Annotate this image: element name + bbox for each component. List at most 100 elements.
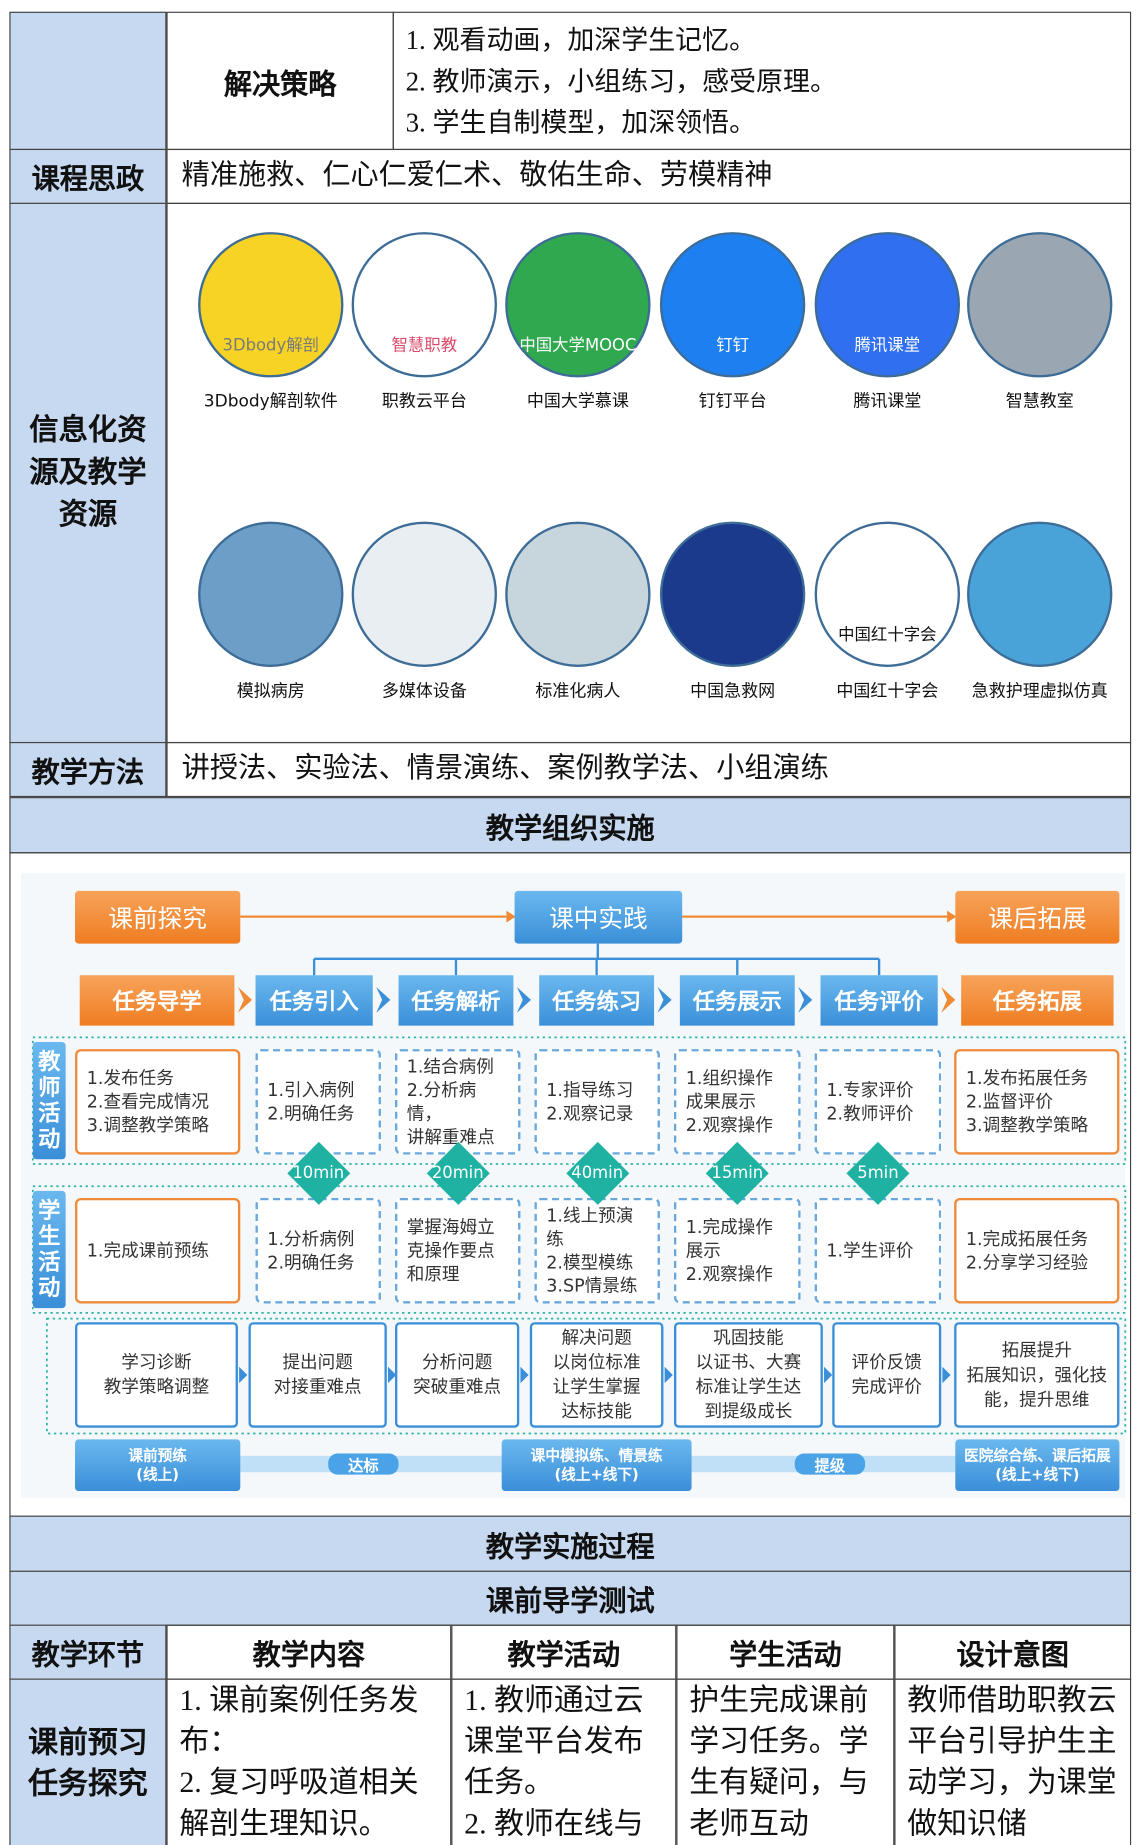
icon-text: 3Dbody解剖 (222, 336, 320, 356)
chevron (942, 1366, 951, 1384)
icon-text: 腾讯课堂 (854, 336, 921, 356)
resource-label: 模拟病房 (236, 681, 305, 701)
icon-text: 钉钉 (716, 336, 750, 356)
phase: 课前探究 (75, 890, 241, 944)
resource-icon: 3Dbody解剖 (198, 232, 344, 378)
row-label: 学生活动 (32, 1190, 66, 1309)
icon-text: 中国大学MOOC (519, 336, 637, 356)
resource-label: 中国红十字会 (836, 681, 939, 701)
outcome: 提出问题 对接重难点 (248, 1322, 387, 1428)
resource-icon (505, 521, 651, 667)
section-title: 教学实施过程 (9, 1515, 1132, 1572)
table-cell: 1. 教师通过云课堂平台发布任务。 2. 教师在线与 (451, 1678, 677, 1845)
chevron (520, 1366, 529, 1384)
chevron (516, 986, 531, 1013)
row-frame (46, 1317, 1127, 1435)
chevron (657, 986, 672, 1013)
task: 任务练习 (539, 975, 655, 1026)
chevron (376, 986, 391, 1013)
table-cell: 1. 课前案例任务发布： 2. 复习呼吸道相关解剖生理知识。 (166, 1678, 452, 1845)
strategy-item: 1. 观看动画，加深学生记忆。 (405, 25, 757, 56)
phase: 课中实践 (514, 890, 683, 944)
methods-text: 讲授法、实验法、情景演练、案例教学法、小组演练 (166, 741, 1132, 798)
resource-icon (967, 521, 1113, 667)
table-cell: 课前预习任务探究 (9, 1678, 167, 1845)
duration: 15min (711, 1163, 764, 1183)
table-cell: 护生完成课前学习任务。学生有疑问，与老师互动 (676, 1678, 895, 1845)
teacher-activity: 1.指导练习 2.观察记录 (534, 1049, 660, 1155)
task: 任务引入 (255, 975, 373, 1026)
student-activity: 1.学生评价 (814, 1197, 942, 1304)
resource-label: 3Dbody解剖软件 (203, 392, 338, 411)
resource-icon (967, 232, 1113, 378)
student-activity: 1.分析病例 2.明确任务 (255, 1197, 381, 1304)
resources-label: 信息化资源及教学资源 (9, 202, 167, 744)
row-label: 教师活动 (32, 1042, 66, 1160)
arrow-head (947, 910, 957, 923)
stage: 课前预练 (线上) (75, 1439, 241, 1491)
duration: 40min (571, 1163, 624, 1183)
teacher-activity: 1.引入病例 2.明确任务 (255, 1049, 381, 1155)
chevron (387, 1366, 397, 1384)
student-activity: 1.完成拓展任务 2.分享学习经验 (954, 1197, 1120, 1304)
label-cell (9, 11, 167, 151)
chevron (798, 986, 813, 1013)
student-activity: 1.完成课前预练 (75, 1197, 241, 1304)
resource-icon (351, 521, 497, 667)
teacher-activity: 1.发布拓展任务 2.监督评价 3.调整教学策略 (954, 1049, 1120, 1155)
chevron (239, 1366, 248, 1384)
table-cell: 教师借助职教云平台引导护生主动学习，为课堂做知识储 (894, 1678, 1132, 1845)
task: 任务拓展 (961, 975, 1114, 1026)
stage: 医院综合练、课后拓展 (线上+线下) (955, 1439, 1120, 1491)
chevron (824, 1366, 833, 1384)
student-activity: 掌握海姆立 克操作要点 和原理 (395, 1197, 521, 1304)
strategy-item: 2. 教师演示，小组练习，感受原理。 (405, 66, 837, 97)
teacher-activity: 1.结合病例 2.分析病情， 讲解重难点 (395, 1049, 521, 1155)
resource-icon: 中国红十字会 (814, 521, 960, 667)
outcome: 评价反馈 完成评价 (832, 1322, 942, 1428)
methods-label: 教学方法 (9, 741, 167, 798)
table-header: 教学环节 (9, 1624, 167, 1680)
phase: 课后拓展 (955, 890, 1120, 944)
resource-label: 智慧教室 (1005, 392, 1074, 411)
strategy-cell: 1. 观看动画，加深学生记忆。 2. 教师演示，小组练习，感受原理。 3. 学生自制… (392, 11, 1132, 151)
table-header: 学生活动 (676, 1624, 895, 1680)
resource-label: 钉钉平台 (698, 392, 767, 411)
resource-icon (198, 521, 344, 667)
outcome: 拓展提升 拓展知识，强化技能，提升思维 (954, 1322, 1120, 1428)
task: 任务解析 (398, 975, 514, 1026)
resource-label: 中国大学慕课 (526, 392, 629, 411)
outcome: 学习诊断 教学策略调整 (75, 1322, 238, 1428)
student-activity: 1.线上预演练 2.模型模练 3.SP情景练 (534, 1197, 660, 1304)
resource-label: 腾讯课堂 (853, 392, 922, 411)
arrow-head (506, 910, 516, 923)
duration: 20min (431, 1163, 484, 1183)
chevron (237, 986, 253, 1013)
resource-label: 急救护理虚拟仿真 (971, 681, 1108, 701)
strategy-item: 3. 学生自制模型，加深领悟。 (405, 107, 757, 138)
stage-link: 提级 (794, 1453, 866, 1475)
teacher-activity: 1.专家评价 2.教师评价 (814, 1049, 942, 1155)
resource-icon: 中国大学MOOC (505, 232, 651, 378)
stage-link: 达标 (328, 1453, 399, 1475)
resource-label: 多媒体设备 (381, 681, 467, 701)
outcome: 解决问题 以岗位标准 让学生掌握 达标技能 (529, 1322, 664, 1428)
stage: 课中模拟练、情景练 (线上+线下) (501, 1439, 692, 1491)
resource-label: 标准化病人 (535, 681, 621, 701)
outcome: 分析问题 突破重难点 (395, 1322, 520, 1428)
section-title: 教学组织实施 (9, 797, 1132, 854)
task: 任务评价 (820, 975, 938, 1026)
resource-icon: 钉钉 (659, 232, 806, 378)
icon-text: 中国红十字会 (838, 625, 937, 645)
outcome: 巩固技能 以证书、大赛 标准让学生达 到提级成长 (673, 1322, 823, 1428)
resource-label: 中国急救网 (690, 681, 776, 701)
teacher-activity: 1.组织操作 成果展示 2.观察操作 (673, 1049, 801, 1155)
table-header: 教学内容 (166, 1624, 452, 1680)
teacher-activity: 1.发布任务 2.查看完成情况 3.调整教学策略 (75, 1049, 241, 1155)
resource-icon: 智慧职教 (351, 232, 497, 378)
student-activity: 1.完成操作 展示 2.观察操作 (673, 1197, 801, 1304)
table-header: 教学活动 (451, 1624, 677, 1680)
resource-label: 职教云平台 (381, 392, 467, 411)
table-header: 设计意图 (894, 1624, 1132, 1680)
